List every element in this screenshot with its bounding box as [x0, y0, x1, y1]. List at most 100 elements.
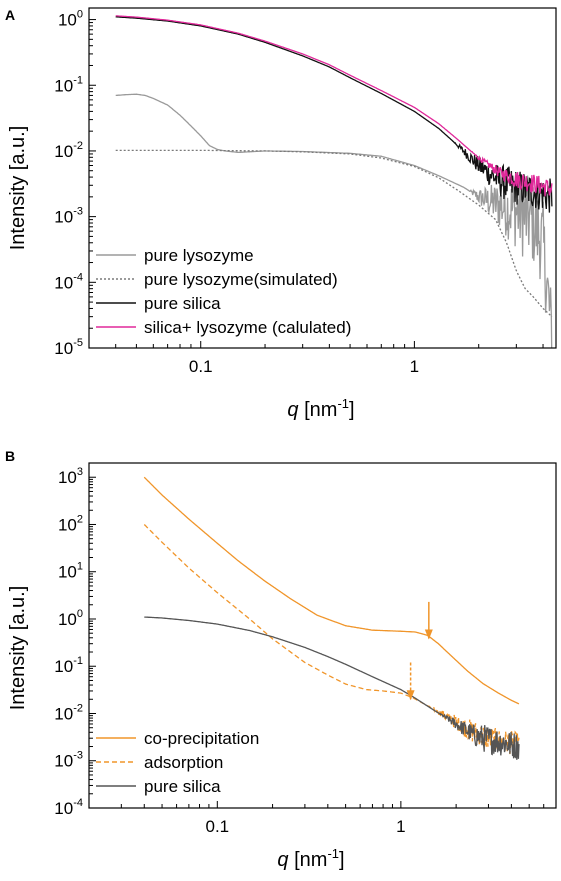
panel-b-y-tick-base: 10	[58, 515, 77, 534]
panel-b-y-tick-label: 102	[58, 513, 83, 534]
panel-b-series-adsorption-line	[143, 524, 520, 756]
panel-b-x-ticks: 0.1 1	[88, 801, 557, 836]
panel-b-series-co-precipitation-line	[143, 476, 520, 705]
panel-a-y-tick-label: 10-5	[54, 337, 83, 358]
panel-b-y-tick-base: 10	[58, 610, 77, 629]
panel-a-legend-item: silica+ lysozyme (calulated)	[96, 318, 351, 337]
panel-b-y-tick-base: 10	[54, 752, 73, 771]
panel-b-y-tick-exp: 0	[77, 608, 83, 620]
panel-b-series-pure-silica-line	[144, 616, 520, 760]
panel-b-legend-label: adsorption	[144, 753, 223, 772]
panel-b-y-tick-exp: 1	[77, 561, 83, 573]
panel-b-frame	[88, 462, 557, 809]
panel-a-y-tick-label: 10-4	[54, 271, 83, 292]
panel-a-legend: pure lysozyme pure lysozyme(simulated) pur…	[96, 246, 351, 337]
panel-a-legend-label: pure lysozyme	[144, 246, 254, 265]
panel-b-y-tick-base: 10	[54, 657, 73, 676]
panel-a-y-tick-exp: -3	[73, 206, 83, 218]
panel-a-x-axis-exp: -1	[337, 396, 349, 411]
panel-b-y-tick-label: 10-2	[54, 702, 83, 723]
panel-b-y-tick-exp: -2	[73, 702, 83, 714]
panel-b: B 0.1 110310210110010-110-210-310-4co-pre…	[5, 448, 557, 871]
panel-b-y-tick-base: 10	[58, 563, 77, 582]
panel-b-y-tick-exp: 2	[77, 513, 83, 525]
panel-a-y-tick-base: 10	[54, 142, 73, 161]
panel-a-legend-item: pure lysozyme	[96, 246, 254, 265]
panel-a-y-tick-label: 10-3	[54, 206, 83, 227]
panel-a-y-tick-exp: 0	[77, 9, 83, 21]
panel-a-x-tick-label: 1	[410, 357, 419, 376]
panel-b-y-tick-exp: -1	[73, 655, 83, 667]
panel-a-y-tick-label: 10-1	[54, 74, 83, 95]
panel-b-x-axis-exp: -1	[327, 846, 339, 861]
panel-a-x-ticks: 0.1 1	[88, 341, 544, 376]
panel-b-y-tick-label: 100	[58, 608, 83, 629]
panel-b-x-tick-label: 1	[396, 817, 405, 836]
panel-b-y-tick-exp: -3	[73, 750, 83, 762]
panel-b-arrow-2	[406, 662, 415, 701]
panel-b-y-tick-base: 10	[54, 704, 73, 723]
panel-a-y-axis-title: Intensity [a.u.]	[7, 126, 29, 251]
panel-b-y-tick-base: 10	[54, 799, 73, 818]
panel-b-y-tick-base: 10	[58, 468, 77, 487]
panel-b-legend-label: co-precipitation	[144, 729, 259, 748]
panel-a-series-group	[115, 15, 553, 348]
panel-a-y-tick-label: 10-2	[54, 140, 83, 161]
panel-b-y-tick-label: 10-4	[54, 797, 83, 818]
panel-a-legend-item: pure silica	[96, 294, 221, 313]
panel-a-y-tick-exp: -2	[73, 140, 83, 152]
panel-a-y-tick-label: 100	[58, 9, 83, 30]
panel-a-x-axis-symbol: q	[287, 399, 298, 421]
panel-b-y-tick-exp: 3	[77, 466, 83, 478]
panel-b-arrow-1	[424, 601, 433, 640]
panel-a-y-tick-base: 10	[54, 273, 73, 292]
panel-a-legend-label: pure silica	[144, 294, 221, 313]
panel-b-y-tick-label: 10-3	[54, 750, 83, 771]
panel-a-frame	[88, 7, 557, 349]
panel-b-legend-item: co-precipitation	[96, 729, 259, 748]
panel-a-legend-label: silica+ lysozyme (calulated)	[144, 318, 351, 337]
panel-a-series-silica-lysozyme-calulated--line	[115, 15, 553, 197]
panel-b-y-tick-exp: -4	[73, 797, 83, 809]
panel-a-label: A	[5, 7, 15, 23]
panel-a-y-tick-base: 10	[54, 339, 73, 358]
panel-b-legend-item: adsorption	[96, 753, 223, 772]
panel-b-x-axis-title: q [nm-1]	[277, 846, 344, 871]
panel-a-series-pure-lysozyme-line	[115, 93, 553, 348]
panel-a-legend-item: pure lysozyme(simulated)	[96, 270, 338, 289]
panel-b-y-axis-title: Intensity [a.u.]	[7, 586, 29, 711]
panel-a-y-tick-base: 10	[54, 76, 73, 95]
panel-a-y-tick-exp: -1	[73, 74, 83, 86]
panel-b-arrow-2-head	[406, 690, 415, 701]
panel-b-legend-item: pure silica	[96, 777, 221, 796]
panel-b-legend: co-precipitation adsorption pure silica	[96, 729, 259, 796]
panel-b-x-tick-label: 0.1	[205, 817, 229, 836]
panel-b-x-axis-close: ]	[339, 849, 345, 871]
panel-b-y-tick-label: 103	[58, 466, 83, 487]
panel-a-x-axis-close: ]	[349, 399, 355, 421]
panel-a-x-axis-unit: [nm	[299, 399, 338, 421]
panel-b-plot: 0.1 110310210110010-110-210-310-4co-preci…	[54, 462, 557, 836]
panel-a-series-pure-lysozyme-simulated--line	[115, 149, 553, 318]
panel-a-y-tick-base: 10	[58, 11, 77, 30]
panel-b-arrow-1-head	[424, 629, 433, 640]
panel-b-series-group	[143, 476, 520, 760]
panel-a-y-tick-exp: -5	[73, 337, 83, 349]
panel-b-x-axis-unit: [nm	[289, 849, 328, 871]
panel-b-x-axis-symbol: q	[277, 849, 288, 871]
panel-a-x-tick-label: 0.1	[189, 357, 213, 376]
panel-b-label: B	[5, 448, 15, 464]
panel-a-legend-label: pure lysozyme(simulated)	[144, 270, 338, 289]
panel-a-y-tick-exp: -4	[73, 271, 83, 283]
panel-a-series-pure-silica-line	[115, 16, 553, 213]
panel-b-y-tick-label: 101	[58, 561, 83, 582]
panel-b-y-tick-label: 10-1	[54, 655, 83, 676]
panel-a-x-axis-title: q [nm-1]	[287, 396, 354, 421]
panel-b-legend-label: pure silica	[144, 777, 221, 796]
